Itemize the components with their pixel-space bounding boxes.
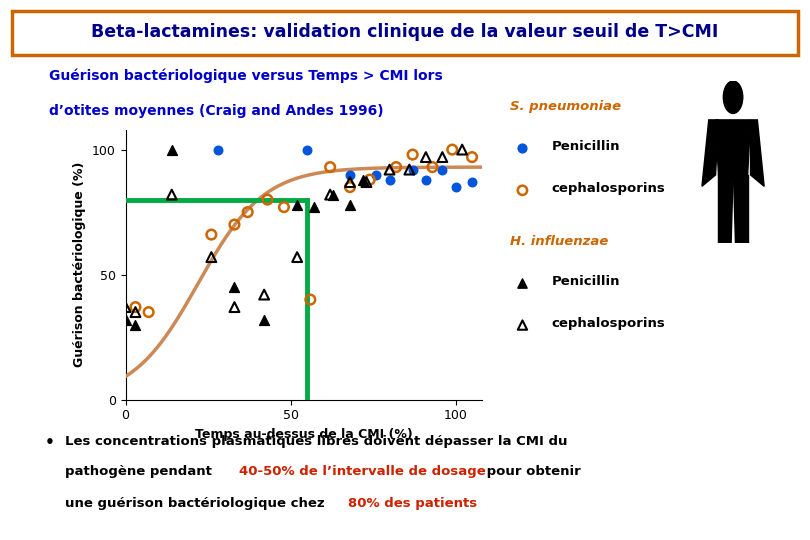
Point — [307, 203, 320, 212]
Point — [426, 163, 439, 171]
Point — [119, 315, 132, 324]
Point — [327, 190, 340, 199]
Text: pathogène pendant: pathogène pendant — [65, 465, 216, 478]
Text: Beta-lactamines: validation clinique de la valeur seuil de T>CMI: Beta-lactamines: validation clinique de … — [92, 23, 718, 41]
Point — [456, 145, 469, 154]
Point — [343, 170, 356, 179]
Point — [516, 321, 529, 329]
Point — [446, 145, 458, 154]
Point — [449, 183, 462, 191]
Polygon shape — [702, 120, 718, 186]
Point — [466, 178, 479, 186]
Point — [466, 153, 479, 161]
X-axis label: Temps au-dessus de la CMI (%): Temps au-dessus de la CMI (%) — [195, 428, 412, 441]
Point — [406, 150, 419, 159]
Point — [403, 165, 416, 174]
Point — [324, 190, 337, 199]
Polygon shape — [718, 175, 733, 243]
Point — [165, 190, 178, 199]
Point — [304, 295, 317, 304]
Point — [129, 303, 142, 312]
Point — [143, 308, 156, 316]
Point — [119, 303, 132, 312]
Point — [383, 165, 396, 174]
Point — [343, 183, 356, 191]
Point — [241, 208, 254, 217]
Text: S. pneumoniae: S. pneumoniae — [510, 100, 621, 113]
Point — [258, 315, 271, 324]
Point — [291, 200, 304, 209]
Polygon shape — [715, 120, 751, 175]
Point — [129, 308, 142, 316]
Text: pour obtenir: pour obtenir — [482, 465, 581, 478]
Text: d’otites moyennes (Craig and Andes 1996): d’otites moyennes (Craig and Andes 1996) — [49, 104, 383, 118]
Point — [165, 145, 178, 154]
Text: cephalosporins: cephalosporins — [552, 317, 665, 330]
Point — [205, 253, 218, 261]
Point — [516, 279, 529, 287]
Point — [278, 203, 291, 212]
Point — [360, 178, 373, 186]
Point — [420, 153, 433, 161]
FancyBboxPatch shape — [12, 11, 798, 55]
Point — [420, 176, 433, 184]
Text: H. influenzae: H. influenzae — [510, 235, 608, 248]
Text: Penicillin: Penicillin — [552, 140, 620, 153]
Point — [258, 291, 271, 299]
Point — [363, 176, 376, 184]
Point — [390, 163, 403, 171]
Point — [516, 186, 529, 194]
Point — [324, 163, 337, 171]
Polygon shape — [733, 175, 748, 243]
Point — [356, 176, 369, 184]
Point — [343, 178, 356, 186]
Point — [291, 253, 304, 261]
Text: Penicillin: Penicillin — [552, 275, 620, 288]
Point — [516, 144, 529, 152]
Text: Les concentrations plasmatiques libres doivent dépasser la CMI du: Les concentrations plasmatiques libres d… — [65, 435, 567, 448]
Point — [383, 176, 396, 184]
Text: cephalosporins: cephalosporins — [552, 183, 665, 195]
Point — [301, 145, 313, 154]
Point — [436, 153, 449, 161]
Point — [211, 145, 224, 154]
Point — [228, 220, 241, 229]
Text: 80% des patients: 80% des patients — [348, 497, 477, 510]
Point — [228, 303, 241, 312]
Point — [205, 230, 218, 239]
Text: •: • — [45, 435, 54, 450]
Point — [228, 283, 241, 292]
Text: Guérison bactériologique versus Temps > CMI lors: Guérison bactériologique versus Temps > … — [49, 68, 442, 83]
Text: 40-50% de l’intervalle de dosage: 40-50% de l’intervalle de dosage — [239, 465, 486, 478]
Point — [370, 170, 383, 179]
Point — [129, 320, 142, 329]
Y-axis label: Guérison bactériologique (%): Guérison bactériologique (%) — [74, 162, 87, 367]
Point — [406, 165, 419, 174]
Point — [261, 195, 274, 204]
Text: une guérison bactériologique chez: une guérison bactériologique chez — [65, 497, 329, 510]
Circle shape — [723, 81, 743, 113]
Point — [436, 165, 449, 174]
Polygon shape — [751, 120, 764, 186]
Point — [343, 200, 356, 209]
